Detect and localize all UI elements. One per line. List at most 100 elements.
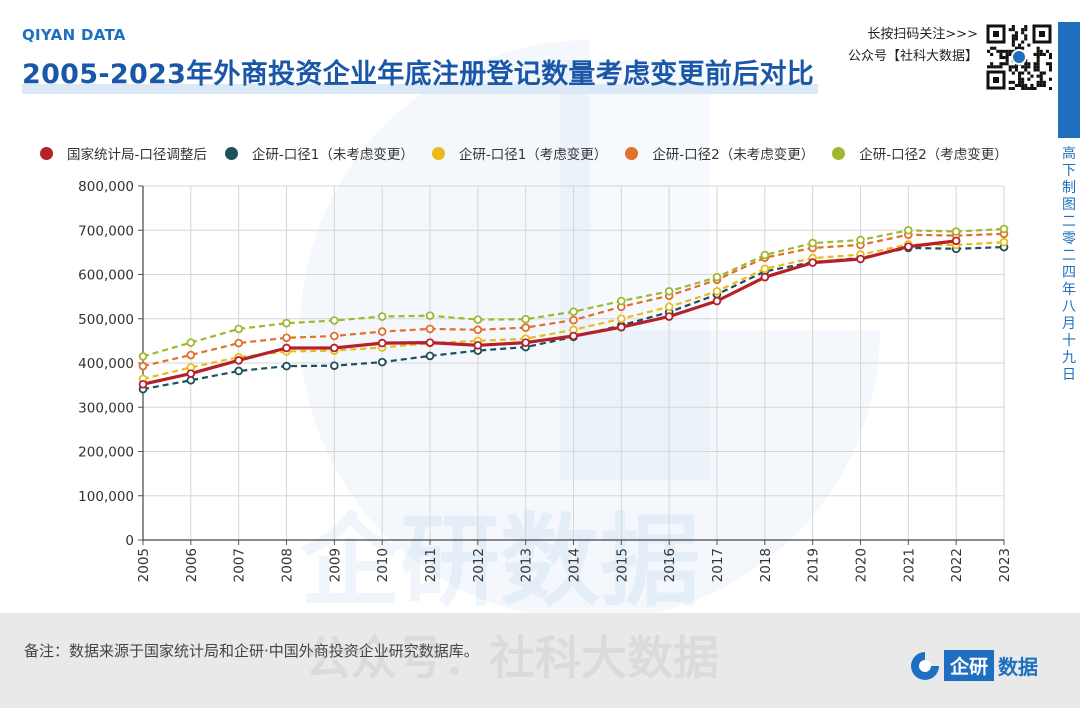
chart-legend: 国家统计局-口径调整后 企研-口径1（未考虑变更） 企研-口径1（考虑变更） 企研-口… <box>40 143 1026 163</box>
x-tick-label: 2020 <box>854 548 870 582</box>
data-point <box>425 338 435 347</box>
footer-bar <box>0 613 1080 708</box>
legend-item: 企研-口径2（考虑变更） <box>832 143 1008 163</box>
data-point <box>330 316 339 325</box>
data-point <box>330 331 339 341</box>
x-tick-label: 2018 <box>758 548 774 582</box>
data-point <box>999 237 1009 247</box>
y-tick-label: 400,000 <box>78 356 134 372</box>
data-point <box>760 250 770 260</box>
x-tick-label: 2017 <box>710 548 726 582</box>
data-point <box>234 356 243 365</box>
title-highlight <box>22 84 818 94</box>
series-4 <box>138 224 1009 361</box>
footer-logo: 企研 数据 <box>910 650 1038 681</box>
data-point <box>808 258 817 267</box>
x-tick-label: 2016 <box>662 548 678 582</box>
y-tick-label: 0 <box>125 533 134 549</box>
data-point <box>664 287 674 296</box>
data-point <box>282 361 291 371</box>
legend-label: 国家统计局-口径调整后 <box>67 147 207 163</box>
x-tick-label: 2019 <box>806 548 822 582</box>
data-point <box>377 327 387 336</box>
data-point <box>521 338 530 347</box>
x-tick-label: 2009 <box>327 548 343 582</box>
legend-label: 企研-口径1（未考虑变更） <box>251 147 414 163</box>
data-point <box>377 338 387 348</box>
y-tick-label: 300,000 <box>78 400 134 416</box>
data-point <box>186 350 196 360</box>
x-tick-label: 2022 <box>949 548 965 582</box>
data-point <box>234 366 243 376</box>
y-tick-label: 200,000 <box>78 445 134 461</box>
data-point <box>664 312 674 321</box>
x-tick-label: 2007 <box>232 548 248 582</box>
y-tick-label: 600,000 <box>78 268 134 284</box>
chart-title: 2005-2023年外商投资企业年底注册登记数量考虑变更前后对比 <box>22 59 815 90</box>
x-tick-label: 2015 <box>614 548 630 582</box>
data-point <box>234 324 243 334</box>
data-point <box>617 296 626 306</box>
data-point <box>808 238 817 248</box>
data-point <box>664 302 674 312</box>
watermark-sub: 公众号：社科大数据 <box>305 631 719 685</box>
logo-text: 数据 <box>998 655 1039 679</box>
data-point <box>617 322 626 332</box>
brand-label: QIYAN DATA <box>22 26 126 44</box>
watermark-main: 企研数据 <box>300 503 700 620</box>
data-point <box>569 331 578 341</box>
x-tick-label: 2023 <box>997 548 1013 582</box>
data-point <box>712 296 722 306</box>
data-point <box>473 340 483 350</box>
x-tick-label: 2013 <box>519 548 535 582</box>
data-point <box>186 338 196 347</box>
qr-code-icon[interactable] <box>986 24 1052 90</box>
x-tick-label: 2005 <box>136 548 152 582</box>
legend-item: 国家统计局-口径调整后 <box>40 143 207 163</box>
data-point <box>138 361 148 371</box>
chart-grid <box>142 185 1005 541</box>
data-point <box>760 272 770 282</box>
legend-swatch <box>625 146 639 160</box>
data-point <box>330 361 339 370</box>
x-tick-label: 2011 <box>423 548 439 582</box>
data-point <box>473 315 483 324</box>
y-tick-label: 100,000 <box>78 489 134 505</box>
qr-caption-line1: 长按扫码关注>>> <box>867 27 978 42</box>
logo-icon <box>911 651 939 680</box>
data-point <box>282 318 291 328</box>
side-date-label: 高下制图 二零二四年八月十九日 <box>1062 146 1076 383</box>
data-point <box>234 338 243 348</box>
x-tick-label: 2012 <box>471 548 487 582</box>
data-point <box>712 272 722 282</box>
data-point <box>521 314 530 324</box>
legend-swatch <box>431 146 445 160</box>
data-point <box>282 333 291 343</box>
data-point <box>904 242 913 251</box>
legend-label: 企研-口径1（考虑变更） <box>458 147 608 163</box>
data-point <box>617 314 626 324</box>
qr-caption: 长按扫码关注>>> 公众号【社科大数据】 <box>848 24 978 68</box>
data-point <box>330 343 339 353</box>
legend-item: 企研-口径2（未考虑变更） <box>625 143 814 163</box>
legend-item: 企研-口径1（未考虑变更） <box>224 143 414 163</box>
data-point <box>425 324 435 334</box>
data-point <box>186 369 196 378</box>
x-tick-label: 2008 <box>280 548 296 582</box>
legend-label: 企研-口径2（考虑变更） <box>859 147 1008 163</box>
logo-box-text: 企研 <box>944 650 995 681</box>
y-tick-label: 800,000 <box>78 179 134 195</box>
data-point <box>951 227 961 236</box>
data-point <box>904 225 913 235</box>
data-point <box>999 224 1009 234</box>
legend-label: 企研-口径2（未考虑变更） <box>652 147 815 163</box>
data-point <box>425 351 435 361</box>
data-point <box>712 287 722 296</box>
data-point <box>856 235 865 245</box>
data-point <box>569 307 578 316</box>
qr-caption-line2: 公众号【社科大数据】 <box>847 49 978 64</box>
data-point <box>138 379 148 389</box>
series-0 <box>138 236 961 389</box>
data-point <box>473 325 483 335</box>
